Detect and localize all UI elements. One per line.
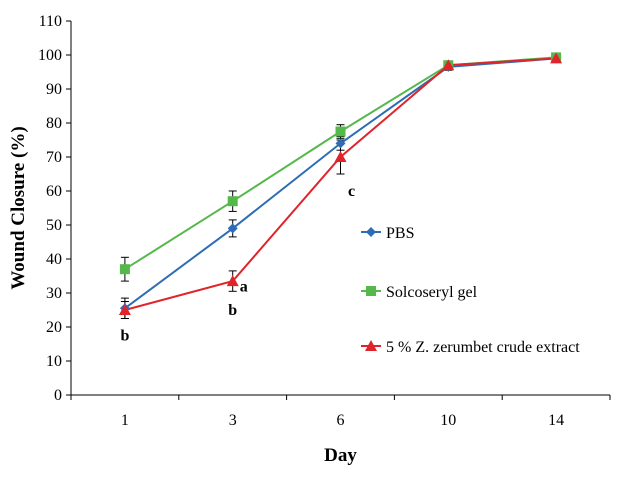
solcoseryl-gel-point: [119, 264, 130, 275]
pbs-point: [335, 138, 346, 149]
pbs-point: [227, 223, 238, 234]
x-tick-label: 6: [337, 412, 345, 429]
legend-solcoseryl-gel-marker: [366, 286, 376, 296]
z-zerumbet-extract-point: [550, 52, 563, 64]
legend-solcoseryl-gel-label: Solcoseryl gel: [386, 284, 478, 301]
legend-pbs-marker: [366, 227, 376, 237]
solcoseryl-gel-point: [227, 196, 238, 207]
error-bars: [120, 55, 561, 319]
z-zerumbet-extract-point: [118, 304, 131, 315]
z-zerumbet-extract-point: [226, 275, 239, 287]
legend: PBS Solcoseryl gel 5 % Z. zerumbet crude e…: [361, 225, 580, 356]
legend-pbs-label: PBS: [386, 225, 414, 242]
y-tick-label: 60: [46, 183, 62, 200]
x-tick-label: 14: [548, 412, 564, 429]
x-axis-title: Day: [324, 445, 357, 466]
y-tick-label: 40: [46, 251, 62, 268]
axes: 0 10 20 30 40 50 60 70 80 90 100 110 1 3 6 10 14: [38, 13, 611, 429]
y-tick-label: 10: [46, 353, 62, 370]
z-zerumbet-extract-point: [334, 151, 347, 162]
x-tick-label: 10: [440, 412, 456, 429]
series-lines: [124, 56, 557, 311]
y-tick-label: 20: [46, 319, 62, 336]
significance-label: b: [228, 302, 237, 319]
y-tick-label: 50: [46, 217, 62, 234]
pbs-line: [124, 57, 557, 310]
x-tick-label: 3: [229, 412, 237, 429]
y-tick-label: 0: [54, 387, 62, 404]
y-axis-title: Wound Closure (%): [8, 126, 29, 289]
significance-label: a: [240, 278, 248, 295]
solcoseryl-gel-point: [335, 126, 346, 137]
y-tick-label: 90: [46, 81, 62, 98]
y-tick-label: 80: [46, 115, 62, 132]
significance-label: c: [348, 183, 355, 200]
z-zerumbet-extract-line: [124, 57, 557, 311]
significance-label: b: [120, 328, 129, 345]
y-tick-label: 70: [46, 149, 62, 166]
legend-z-zerumbet-extract-label: 5 % Z. zerumbet crude extract: [386, 339, 580, 356]
z-zerumbet-extract-point: [442, 59, 455, 71]
legend-z-zerumbet-extract-marker: [365, 340, 377, 351]
y-tick-label: 110: [39, 13, 62, 30]
series-markers: [118, 52, 563, 315]
x-tick-label: 1: [121, 412, 129, 429]
y-tick-label: 30: [46, 285, 62, 302]
y-tick-label: 100: [38, 47, 62, 64]
